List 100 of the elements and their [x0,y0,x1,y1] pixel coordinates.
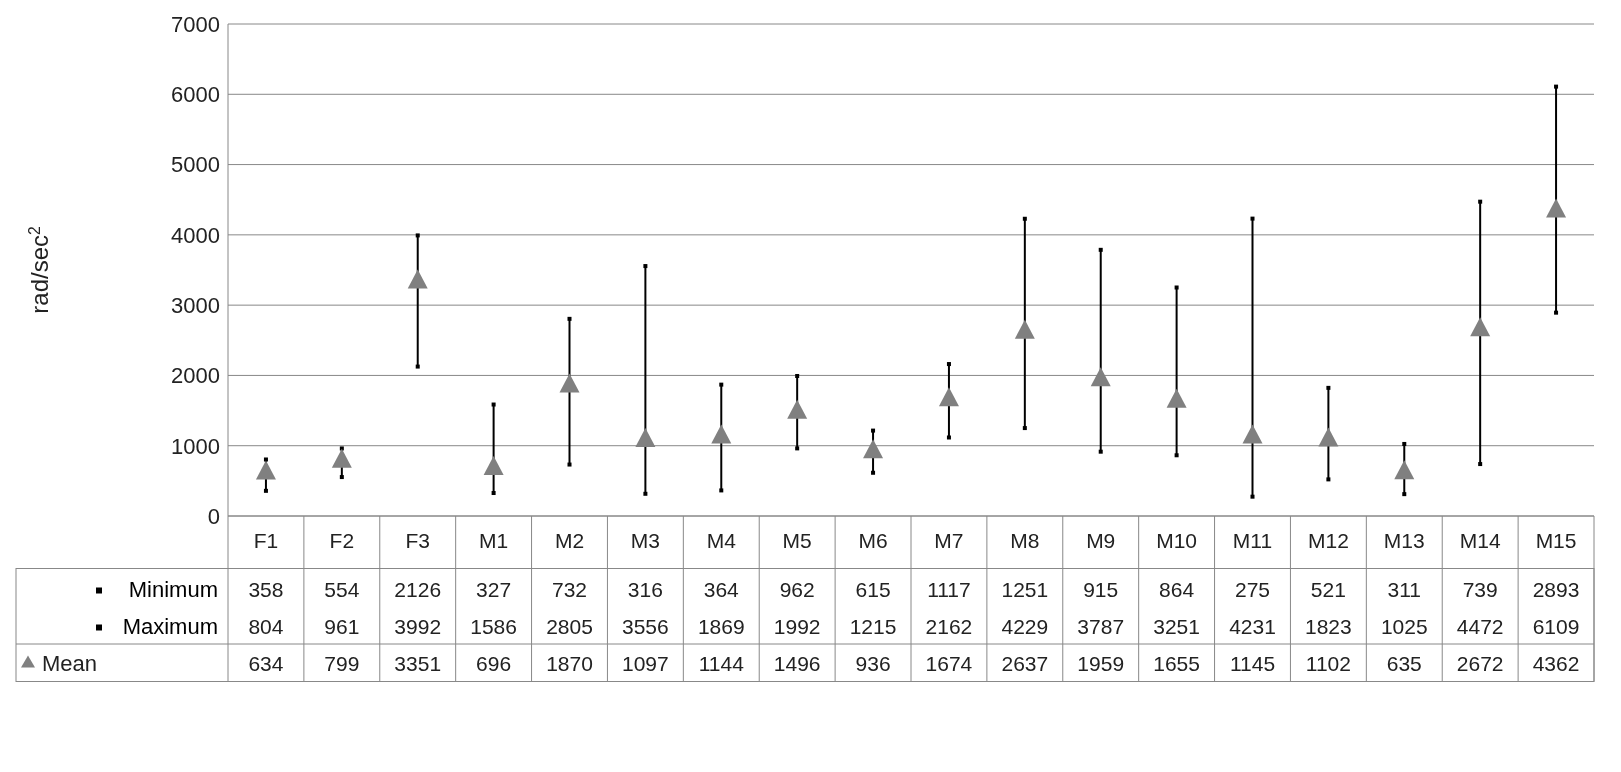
x-tick-label: M7 [934,529,964,552]
y-tick-label: 7000 [171,11,220,37]
point [483,456,504,476]
data-label: 6109 [1532,614,1580,638]
x-tick-label: M13 [1383,529,1425,552]
point [1546,198,1567,218]
point [711,424,732,444]
x-tick-label: M11 [1232,529,1273,552]
data-label: 1823 [1305,614,1352,638]
data-label: 732 [551,577,588,601]
point [1470,317,1491,337]
x-tick-label: F2 [329,529,355,552]
data-label: 1215 [849,614,897,638]
data-label: 311 [1387,577,1422,601]
data-label: 554 [324,577,360,601]
data-label: 936 [855,651,891,675]
data-label: 1959 [1077,651,1125,675]
y-tick-label: 5000 [171,152,220,178]
data-label: 739 [1462,577,1498,601]
data-label: 1586 [470,614,517,638]
data-label: 1674 [925,651,973,675]
y-tick-label: 2000 [171,363,220,389]
data-label: 1144 [698,651,745,675]
data-label: 915 [1083,577,1119,601]
x-tick-label: M1 [479,529,509,552]
point [863,439,884,459]
x-tick-label: M14 [1459,529,1501,552]
data-label: 1496 [773,651,821,675]
point [938,387,959,407]
x-tick-label: F3 [405,529,430,552]
data-label: 3251 [1153,614,1200,638]
data-label: 1251 [1001,577,1049,601]
data-label: 4231 [1229,614,1276,638]
x-tick-label: M9 [1086,529,1116,552]
point [1394,460,1415,480]
data-label: 3787 [1077,614,1125,638]
data-label: 2162 [925,614,973,638]
data-label: 2637 [1001,651,1049,675]
data-label: 635 [1386,651,1422,675]
data-label: 696 [476,651,512,675]
y-tick-label: 0 [207,503,220,529]
point [331,448,352,468]
x-tick-label: M6 [858,529,888,552]
data-label: 3556 [622,614,669,638]
y-tick-label: 1000 [171,433,220,459]
x-tick-label: M8 [1010,529,1040,552]
data-label: 1025 [1380,614,1428,638]
point [1014,319,1035,339]
x-tick-label: M2 [554,529,585,552]
point [635,427,656,447]
data-label: 2893 [1532,577,1580,601]
y-tick-label: 6000 [171,82,220,108]
x-tick-label: M4 [706,529,737,552]
data-label: 1117 [927,577,971,601]
data-label: 327 [476,577,512,601]
y-tick-label: 4000 [171,222,220,248]
point [1090,367,1111,387]
legend-label: Maximum [122,613,218,639]
data-label: 634 [248,651,284,675]
data-label: 1992 [773,614,821,638]
data-label: 4362 [1532,651,1580,675]
data-label: 804 [248,614,284,638]
data-label: 2672 [1456,651,1504,675]
point [1242,424,1263,444]
data-label: 2805 [546,614,593,638]
data-label: 4472 [1456,614,1504,638]
data-label: 1655 [1153,651,1200,675]
legend-label: Minimum [128,576,218,602]
data-label: 358 [248,577,284,601]
data-label: 4229 [1001,614,1049,638]
data-label: 3992 [394,614,442,638]
data-label: 962 [779,577,815,601]
data-label: 961 [324,614,360,638]
y-tick-label: 3000 [171,292,220,318]
data-label: 799 [324,651,360,675]
data-label: 615 [855,577,891,601]
data-label: 364 [703,577,740,601]
point [1318,427,1339,447]
data-label: 1869 [697,614,745,638]
point [255,460,276,480]
data-label: 275 [1234,577,1271,601]
data-label: 1145 [1229,651,1276,675]
point [407,269,428,289]
legend-label: Mean [42,650,98,676]
data-label: 521 [1310,577,1346,601]
x-tick-label: M5 [782,529,812,552]
data-label: 1102 [1305,651,1351,675]
data-label: 1097 [622,651,669,675]
x-tick-label: M10 [1156,529,1198,552]
data-label: 1870 [546,651,593,675]
x-tick-label: M12 [1307,529,1349,552]
point [787,399,808,419]
data-label: 3351 [394,651,442,675]
x-tick-label: M3 [630,529,660,552]
data-label: 2126 [394,577,442,601]
point [559,373,580,393]
x-tick-label: F1 [253,529,279,552]
data-label: 864 [1159,577,1195,601]
data-label: 316 [627,577,663,601]
point [1166,388,1187,408]
